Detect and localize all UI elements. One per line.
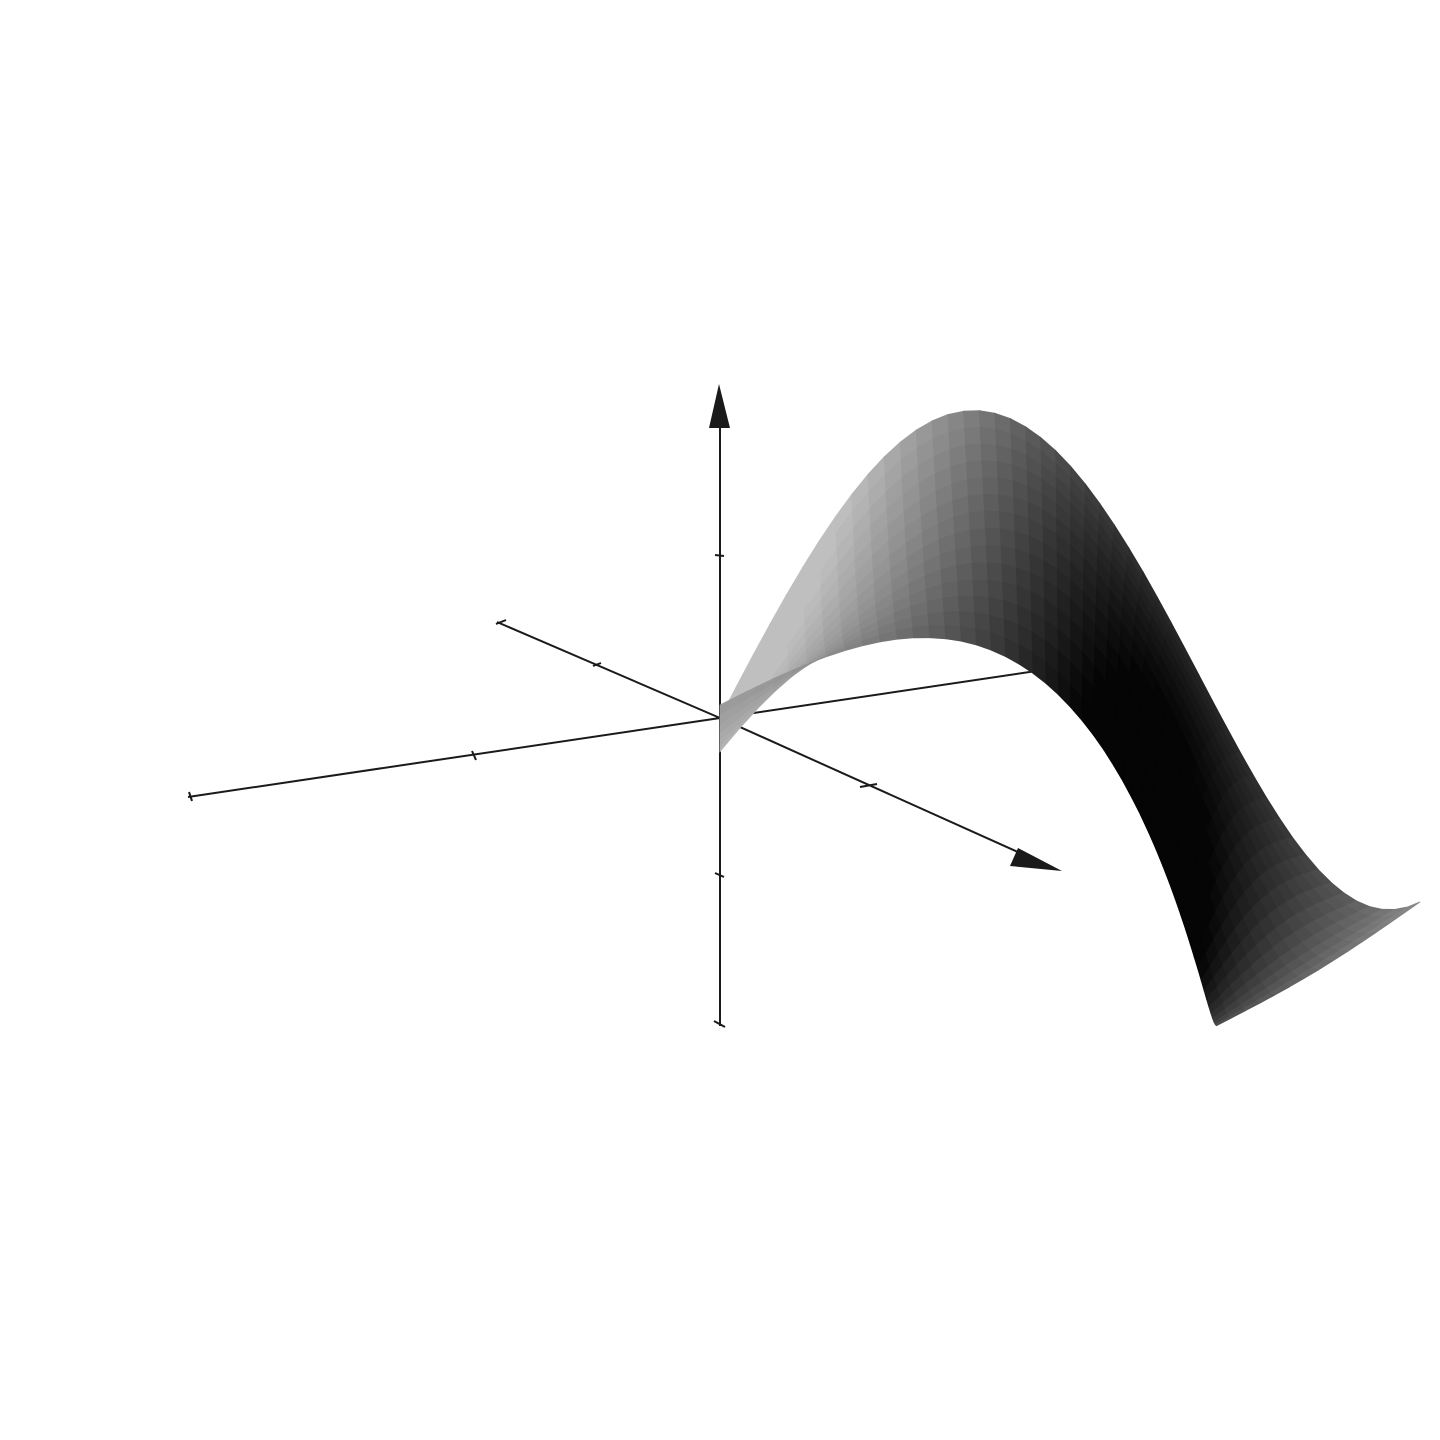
surface-patch xyxy=(980,443,998,462)
surface-patch xyxy=(964,426,982,446)
depth-axis-tick xyxy=(495,619,507,625)
depth-axis-arrow-icon xyxy=(1010,848,1062,871)
surface-patch xyxy=(997,477,1015,498)
surface-patch xyxy=(967,493,985,514)
surface-patch xyxy=(975,628,992,651)
surface-patch xyxy=(984,527,1002,547)
depth-axis-positive xyxy=(719,717,1041,863)
surface-patch xyxy=(986,562,1004,583)
vertical-axis-arrow-icon xyxy=(709,384,730,428)
surface-patch xyxy=(965,443,983,463)
surface-patch xyxy=(944,624,962,642)
surface-patch xyxy=(955,546,973,567)
surface-patch xyxy=(966,477,985,497)
surface-patch xyxy=(979,426,997,446)
surface-patch xyxy=(982,477,1000,496)
surface-patch xyxy=(959,611,977,630)
surface-patch xyxy=(970,545,988,564)
surface-patch xyxy=(983,493,1000,513)
depth-axis-tick xyxy=(859,783,878,788)
surface-patch xyxy=(999,511,1016,532)
surface-patch xyxy=(941,580,959,599)
horizontal-axis-tick xyxy=(188,791,193,802)
surface-patch xyxy=(1214,1016,1232,1027)
surface-patch xyxy=(999,528,1017,550)
vertical-axis-tick xyxy=(714,872,725,878)
surface-patch xyxy=(972,579,990,599)
surface-patch xyxy=(971,562,989,581)
surface-patch xyxy=(956,562,974,582)
vertical-axis-tick xyxy=(714,554,725,557)
surface-patch xyxy=(958,595,976,613)
surface-patch xyxy=(984,510,1001,530)
surface-patch xyxy=(942,595,960,613)
surface-patch xyxy=(963,410,981,429)
vertical-axis-tick xyxy=(713,1020,726,1028)
surface-patch xyxy=(978,410,997,430)
surface-patch xyxy=(969,527,987,548)
surface-patch xyxy=(912,625,931,639)
horizontal-axis-negative xyxy=(187,717,721,798)
surface-patch xyxy=(985,545,1003,565)
surface-patch xyxy=(968,510,986,531)
surface-patch xyxy=(981,460,999,479)
surface-patch xyxy=(927,611,946,627)
horizontal-axis-positive xyxy=(719,662,1091,719)
depth-axis-negative xyxy=(496,621,721,719)
horizontal-axis-tick xyxy=(471,750,477,761)
surface-patch xyxy=(959,625,978,646)
surface-patch xyxy=(966,460,984,480)
depth-axis-tick xyxy=(592,662,602,667)
surface-patch xyxy=(957,579,975,597)
surface-patch xyxy=(928,624,947,640)
wave-surface xyxy=(719,410,1421,1027)
surface-patch xyxy=(943,611,961,627)
surface-patch xyxy=(973,595,991,616)
surface-patch xyxy=(998,494,1015,515)
